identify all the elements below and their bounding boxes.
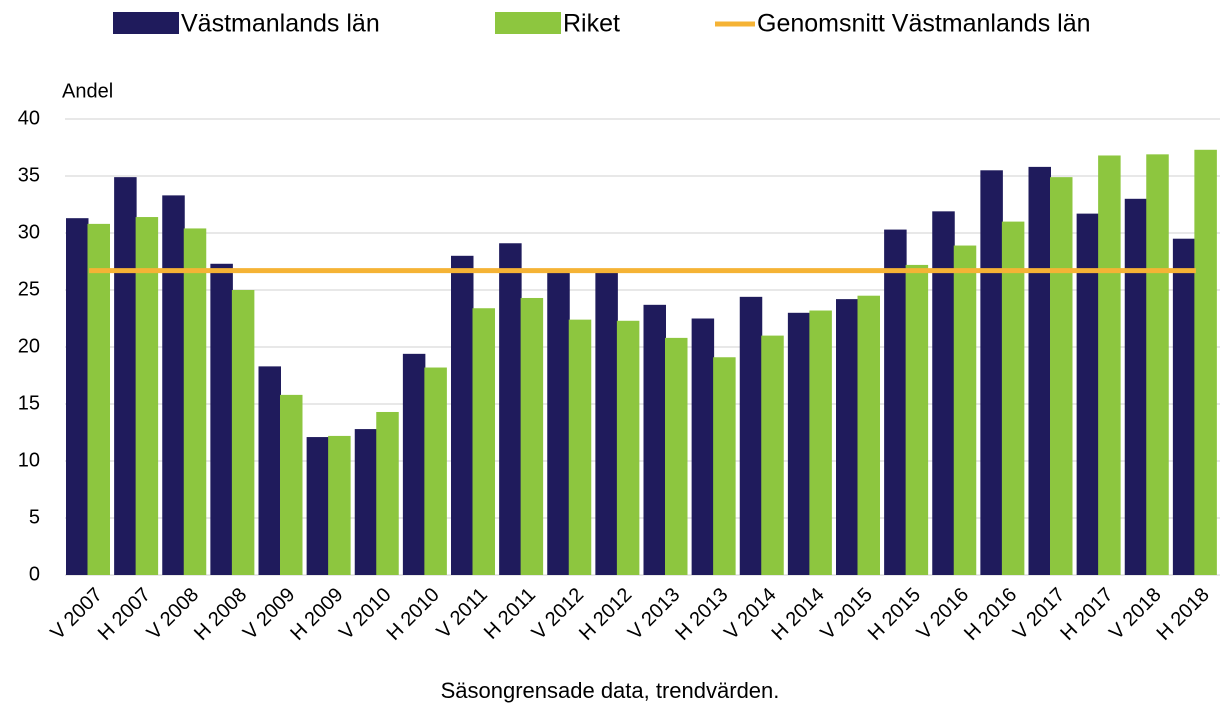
bar: [665, 337, 688, 575]
x-tick-label: V 2013: [624, 584, 684, 644]
bar: [691, 318, 715, 575]
x-tick-label: V 2011: [433, 584, 492, 643]
bar: [258, 366, 281, 575]
y-tick-label: 20: [18, 335, 40, 357]
legend-label: Riket: [563, 10, 620, 38]
x-tick-label: V 2008: [143, 584, 203, 644]
y-tick-label: 10: [18, 449, 40, 471]
bar: [787, 312, 811, 575]
y-tick-label: 30: [18, 221, 40, 243]
y-tick-label: 0: [29, 563, 40, 585]
bar: [162, 195, 185, 575]
bar: [1076, 213, 1100, 575]
bar: [328, 435, 351, 575]
bar: [1146, 154, 1169, 575]
bar: [761, 335, 784, 575]
x-tick-label: H 2018: [1153, 584, 1214, 645]
x-tick-label: H 2010: [383, 584, 444, 645]
x-tick-label: H 2012: [575, 584, 636, 645]
x-tick-label: H 2017: [1056, 584, 1117, 645]
bar: [87, 223, 110, 575]
bar: [424, 367, 447, 575]
bar: [980, 170, 1003, 576]
x-tick-label: V 2012: [528, 584, 588, 644]
x-tick-label: V 2007: [47, 584, 107, 644]
bar: [809, 310, 832, 575]
bar: [402, 353, 426, 575]
bar: [1194, 149, 1217, 575]
bar: [713, 357, 736, 575]
x-tick-label: H 2016: [960, 584, 1021, 645]
bar: [1050, 177, 1073, 575]
y-tick-label: 25: [18, 278, 40, 300]
bar: [210, 263, 233, 575]
bar: [1172, 238, 1196, 575]
x-tick-label: H 2015: [864, 584, 925, 645]
y-tick-label: 5: [29, 506, 40, 528]
bar: [280, 394, 303, 575]
x-tick-label: V 2016: [913, 584, 973, 644]
bar: [451, 255, 474, 576]
bar: [547, 269, 570, 575]
bar: [183, 228, 207, 575]
bar: [836, 299, 859, 575]
bar: [616, 320, 640, 575]
y-tick-label: 40: [18, 107, 40, 129]
y-axis-label: Andel: [62, 80, 113, 102]
x-axis-label: Säsongrensade data, trendvärden.: [441, 678, 780, 703]
x-tick-label: H 2008: [190, 584, 251, 645]
bar: [66, 218, 89, 575]
bar: [905, 264, 929, 575]
bar: [1028, 166, 1051, 575]
bar: [568, 319, 592, 575]
bar: [1124, 198, 1148, 576]
bar: [595, 271, 618, 575]
legend-label: Västmanlands län: [181, 10, 380, 38]
bar: [472, 308, 495, 575]
x-tick-label: H 2009: [286, 584, 347, 645]
bar: [953, 245, 977, 576]
x-tick-label: V 2014: [720, 584, 780, 644]
bar: [857, 295, 880, 575]
bar: [376, 411, 399, 575]
x-tick-label: V 2009: [239, 584, 299, 644]
x-tick-label: H 2007: [94, 584, 155, 645]
bar: [499, 243, 522, 575]
legend-swatch: [113, 12, 179, 34]
x-tick-label: V 2010: [335, 584, 395, 644]
bar: [114, 177, 137, 575]
bar: [1098, 155, 1121, 576]
legend-swatch: [495, 12, 561, 34]
y-tick-label: 35: [18, 164, 40, 186]
legend-label: Genomsnitt Västmanlands län: [757, 10, 1091, 38]
bar: [739, 296, 763, 575]
bar: [354, 429, 378, 575]
x-tick-label: V 2017: [1009, 584, 1069, 644]
bar: [884, 229, 907, 575]
x-tick-label: V 2018: [1105, 584, 1165, 644]
bar: [932, 211, 955, 575]
x-tick-label: H 2013: [671, 584, 732, 645]
bar: [643, 304, 666, 575]
y-tick-label: 15: [18, 392, 40, 414]
x-tick-label: H 2014: [768, 584, 829, 645]
bar: [1001, 221, 1025, 575]
bar: [231, 290, 255, 575]
bar: [135, 217, 159, 576]
x-tick-label: H 2011: [480, 584, 540, 644]
bar: [520, 297, 544, 575]
bar: [306, 437, 330, 575]
x-tick-label: V 2015: [817, 584, 877, 644]
